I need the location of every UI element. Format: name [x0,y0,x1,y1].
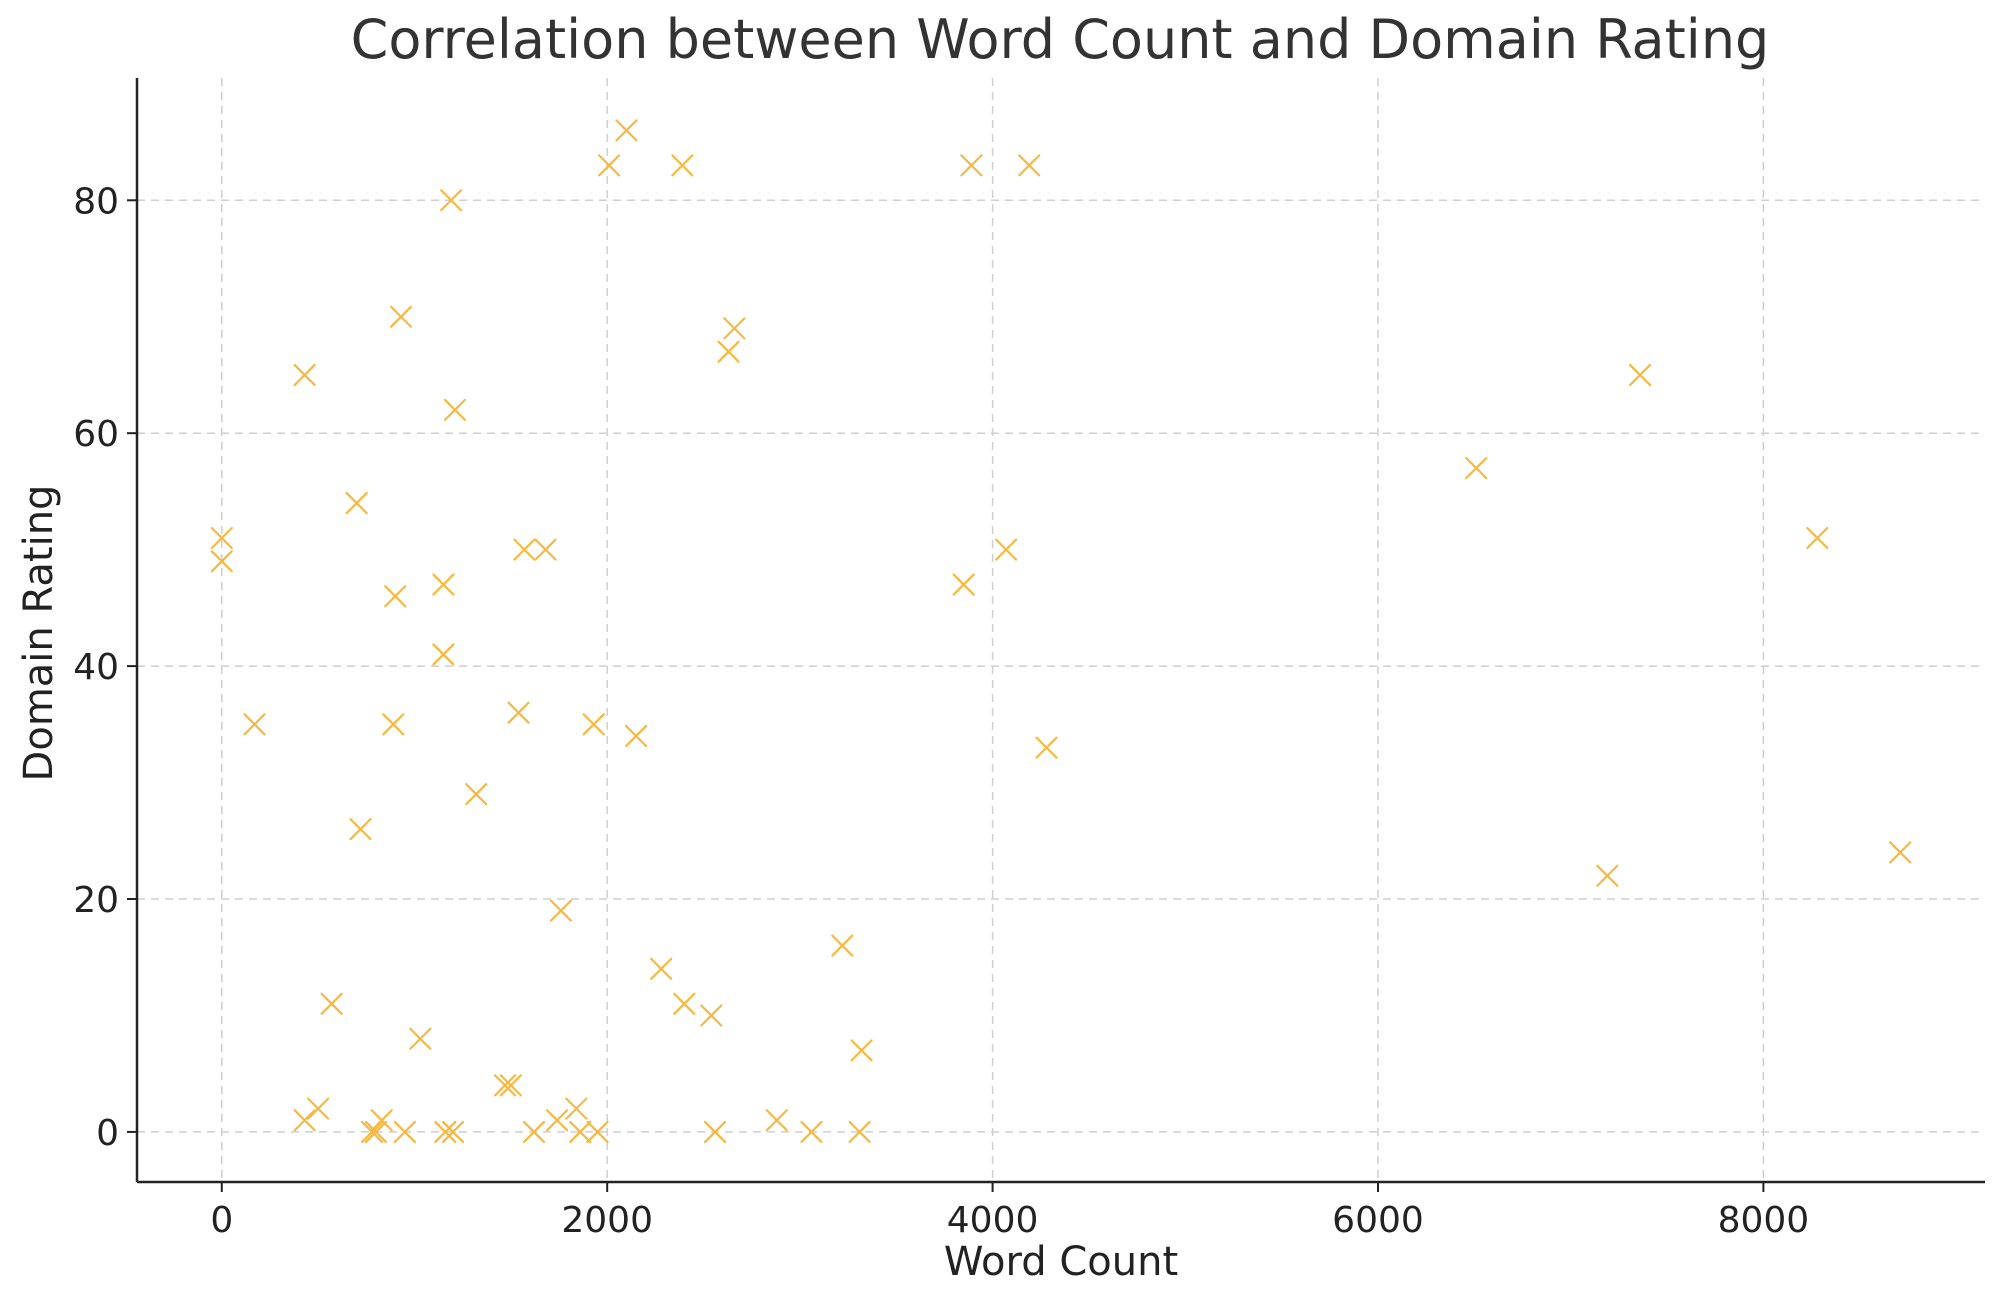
data-point [1018,154,1041,177]
x-axis-title: Word Count [944,1239,1178,1285]
data-point [569,1120,592,1144]
data-point [994,538,1018,561]
data-point [800,1120,823,1144]
y-tick-label: 60 [73,414,119,455]
data-point [243,713,266,736]
data-point [210,550,233,573]
data-point [534,538,557,561]
data-point [432,643,455,666]
data-point [717,340,740,363]
data-point [513,538,536,561]
y-ticks: 0 20 40 60 80 [73,181,137,1154]
chart-title: Correlation between Word Count and Domai… [351,8,1770,71]
data-point [1465,457,1488,480]
data-point [765,1109,788,1132]
data-point [465,783,488,806]
data-point [370,1109,393,1132]
data-point [441,1120,465,1144]
axes [135,78,1985,1184]
data-point [360,1120,384,1144]
data-point [384,585,407,608]
data-point [565,1097,588,1120]
data-point [960,154,983,177]
data-point [673,992,696,1015]
data-point [434,1120,457,1144]
data-point [545,1109,569,1132]
data-point [349,818,372,841]
data-point [598,154,621,177]
data-point [1035,736,1058,759]
data-point [850,1039,873,1062]
data-point [586,1120,609,1144]
data-point [389,305,413,328]
x-tick-label: 4000 [947,1200,1039,1241]
x-tick-label: 0 [210,1200,233,1241]
data-point [522,1120,546,1144]
y-tick-label: 40 [73,647,119,688]
data-point [549,899,573,922]
y-tick-label: 20 [73,880,119,921]
data-point [723,317,746,340]
data-point [507,701,530,724]
data-point [848,1120,871,1144]
data-point [831,934,854,957]
x-tick-label: 8000 [1718,1200,1810,1241]
data-point [432,573,455,596]
data-point [307,1097,330,1120]
data-point [1806,526,1829,550]
data-point [364,1120,388,1144]
data-point [443,398,467,421]
x-ticks: 0 2000 4000 6000 8000 [210,1182,1809,1241]
data-point [293,363,316,387]
data-point [493,1074,517,1097]
data-point [671,154,694,177]
data-point [440,189,463,212]
data-point [700,1004,723,1027]
x-tick-label: 2000 [561,1200,653,1241]
data-point [320,992,343,1015]
data-point [499,1074,522,1097]
data-point [615,119,638,142]
y-axis-title: Domain Rating [16,485,62,782]
data-point [952,573,975,596]
data-point [382,713,405,736]
data-point [582,713,605,736]
x-tick-label: 6000 [1332,1200,1424,1241]
data-point [1596,864,1619,887]
data-point [624,724,648,748]
data-point [293,1109,316,1132]
data-point [409,1027,432,1050]
data-point [650,957,673,980]
data-point [345,491,368,515]
grid [137,78,1985,1182]
data-point [704,1120,727,1144]
data-point [210,526,233,550]
data-points [210,119,1912,1144]
data-point [1628,363,1652,387]
y-tick-label: 0 [96,1113,119,1154]
data-point [393,1120,416,1144]
data-point [1889,841,1912,864]
y-tick-label: 80 [73,181,119,222]
